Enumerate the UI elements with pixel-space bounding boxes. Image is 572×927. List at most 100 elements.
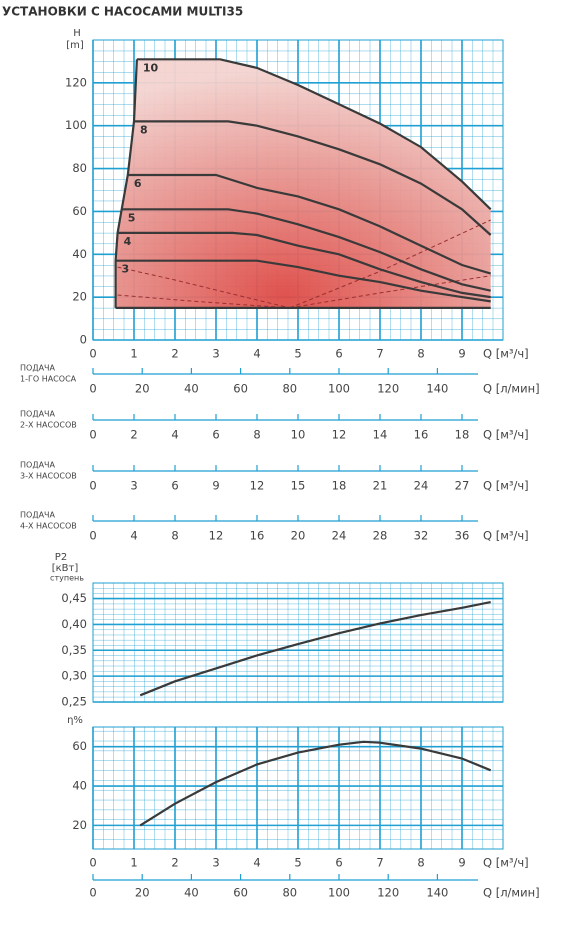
x-tick-label: 8 (171, 529, 178, 543)
y-tick-label: 80 (72, 161, 87, 175)
dashed-line (117, 266, 290, 309)
x-tick-label: 3 (130, 479, 137, 493)
x-tick-label: 20 (291, 529, 306, 543)
x2-axis-label: Q [л/мин] (483, 886, 540, 900)
x-tick-label: 6 (335, 347, 342, 361)
curve (121, 208, 491, 292)
x-tick-label: 28 (373, 529, 388, 543)
x-tick-label: 24 (332, 529, 347, 543)
x-tick-label: 9 (212, 479, 219, 493)
x-tick-label: 5 (294, 347, 301, 361)
curve (136, 58, 492, 211)
y-tick-label: 0,45 (61, 591, 87, 605)
x-tick-label: 0 (89, 382, 96, 396)
x-tick-label: 36 (455, 529, 470, 543)
x-axis-label: Q [л/мин] (483, 382, 540, 396)
dashed-line (289, 275, 491, 309)
x-tick-label: 2 (171, 347, 178, 361)
curve (127, 173, 492, 275)
x-tick-label: 1 (130, 856, 137, 870)
x-tick-label: 16 (414, 428, 429, 442)
x-axis-label: Q [м³/ч] (483, 428, 529, 442)
row-label: ПОДАЧА (20, 461, 56, 470)
x2-tick-label: 20 (135, 886, 150, 900)
y-axis-note: ступень (50, 574, 84, 583)
x-tick-label: 20 (135, 382, 150, 396)
x-tick-label: 24 (414, 479, 429, 493)
y-tick-label: 20 (72, 818, 87, 832)
x2-tick-label: 80 (282, 886, 297, 900)
x-tick-label: 32 (414, 529, 429, 543)
x-tick-label: 6 (212, 428, 219, 442)
row-label: 4-Х НАСОСОВ (20, 522, 77, 531)
dashed-line (117, 294, 290, 309)
x2-tick-label: 40 (184, 886, 199, 900)
x-tick-label: 27 (455, 479, 470, 493)
y-tick-label: 60 (72, 204, 87, 218)
y-tick-label: 120 (65, 75, 87, 89)
y-tick-label: 100 (65, 118, 87, 132)
row-label: ПОДАЧА (20, 410, 56, 419)
x-tick-label: 100 (328, 382, 350, 396)
x2-tick-label: 60 (233, 886, 248, 900)
x-tick-label: 3 (212, 856, 219, 870)
x-tick-label: 4 (253, 856, 260, 870)
y-tick-label: 60 (72, 739, 87, 753)
x-tick-label: 2 (130, 428, 137, 442)
y-axis-label: P2 (55, 552, 67, 563)
x2-tick-label: 0 (89, 886, 96, 900)
y-tick-label: 0 (80, 333, 87, 347)
x-tick-label: 140 (426, 382, 448, 396)
curve (139, 740, 492, 827)
y-tick-label: 40 (72, 247, 87, 261)
curve (139, 601, 491, 697)
y-axis-label: H (73, 28, 81, 39)
x-tick-label: 14 (373, 428, 388, 442)
curve (134, 120, 492, 236)
x-tick-label: 12 (332, 428, 347, 442)
curve-label: 8 (140, 123, 148, 136)
x-tick-label: 0 (89, 529, 96, 543)
x-tick-label: 4 (130, 529, 137, 543)
x-tick-label: 8 (417, 856, 424, 870)
page-title: УСТАНОВКИ С НАСОСАМИ MULTI35 (2, 5, 243, 19)
x-tick-label: 4 (171, 428, 178, 442)
curve-label: 10 (143, 61, 159, 74)
x-tick-label: 10 (291, 428, 306, 442)
y-axis-label: η% (67, 715, 83, 726)
x-tick-label: 9 (458, 347, 465, 361)
x-axis-label: Q [м³/ч] (483, 347, 529, 361)
x-tick-label: 8 (417, 347, 424, 361)
y-tick-label: 20 (72, 290, 87, 304)
dashed-line (289, 219, 491, 309)
x-tick-label: 1 (130, 347, 137, 361)
x-tick-label: 4 (253, 347, 260, 361)
x-tick-label: 0 (89, 479, 96, 493)
x-tick-label: 120 (377, 382, 399, 396)
x-tick-label: 9 (458, 856, 465, 870)
curve-label: 4 (124, 235, 132, 248)
x-tick-label: 18 (332, 479, 347, 493)
y-tick-label: 0,40 (61, 617, 87, 631)
x-tick-label: 80 (282, 382, 297, 396)
x-tick-label: 15 (291, 479, 306, 493)
x-tick-label: 7 (376, 347, 383, 361)
x-tick-label: 2 (171, 856, 178, 870)
x-tick-label: 16 (250, 529, 265, 543)
y-axis-unit: [кВт] (52, 563, 79, 574)
x-tick-label: 0 (89, 856, 96, 870)
x-axis-label: Q [м³/ч] (483, 479, 529, 493)
curve (115, 259, 491, 303)
x-axis-label: Q [м³/ч] (483, 856, 529, 870)
y-tick-label: 0,25 (61, 695, 87, 709)
row-label: ПОДАЧА (20, 511, 56, 520)
x-tick-label: 5 (294, 856, 301, 870)
x-tick-label: 12 (250, 479, 265, 493)
x-tick-label: 8 (253, 428, 260, 442)
x-tick-label: 40 (184, 382, 199, 396)
row-label: 2-Х НАСОСОВ (20, 421, 77, 430)
curve-label: 6 (134, 177, 142, 190)
curve (117, 231, 491, 299)
x2-tick-label: 140 (426, 886, 448, 900)
